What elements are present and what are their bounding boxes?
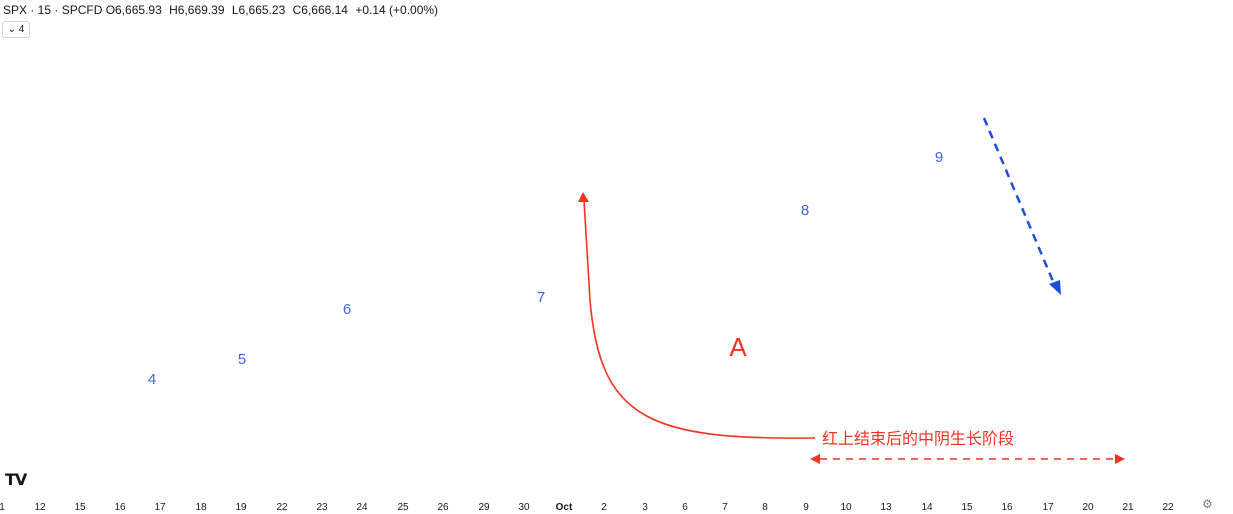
x-tick-label: 13 [880, 502, 892, 513]
x-tick-label: 24 [356, 502, 368, 513]
x-tick-label: 6 [682, 502, 688, 513]
x-tick-label: 9 [803, 502, 809, 513]
indicators-count: 4 [18, 24, 25, 35]
arrow-down-icon [1049, 280, 1061, 295]
x-tick-label: 17 [1042, 502, 1054, 513]
settings-gear-icon[interactable]: ⚙ [1202, 497, 1213, 511]
x-tick-label: 25 [397, 502, 409, 513]
x-tick-label: 26 [437, 502, 449, 513]
x-tick-label: 20 [1082, 502, 1094, 513]
ohlc-high-value: 6,669.39 [177, 3, 225, 17]
zone-label: A [729, 332, 747, 362]
x-tick-label: 29 [478, 502, 490, 513]
ohlc-open-label: O [105, 3, 116, 17]
x-tick-label: 15 [74, 502, 86, 513]
arrow-left-icon [810, 454, 820, 464]
x-tick-label: 19 [235, 502, 247, 513]
wave-label: 4 [148, 371, 156, 388]
arrow-up-icon [578, 192, 589, 202]
x-tick-label: 30 [518, 502, 530, 513]
symbol-header: SPX · 15 · SPCFD O6,665.93 H6,669.39 L6,… [3, 3, 438, 17]
x-tick-label: 1 [0, 502, 5, 513]
x-tick-label: 21 [1122, 502, 1134, 513]
ohlc-close-value: 6,666.14 [301, 3, 348, 17]
x-tick-label: 16 [114, 502, 126, 513]
x-tick-label: 22 [1162, 502, 1174, 513]
ohlc-open-value: 6,665.93 [115, 3, 162, 17]
x-tick-label: 16 [1001, 502, 1013, 513]
annotation-text: 红上结束后的中阴生长阶段 [822, 429, 1014, 448]
wave-label: 6 [343, 301, 351, 318]
x-tick-label: 7 [722, 502, 728, 513]
ohlc-low-label: L [231, 3, 239, 17]
tradingview-logo[interactable]: TV [5, 470, 27, 489]
annotation-arrow-curve [583, 199, 816, 439]
x-tick-label: 15 [961, 502, 973, 513]
ohlc-change: +0.14 (+0.00%) [355, 3, 439, 17]
ohlc-close-label: C [292, 3, 302, 17]
x-tick-label: Oct [556, 502, 573, 513]
x-tick-label: 3 [642, 502, 648, 513]
x-tick-label: 22 [276, 502, 288, 513]
x-tick-label: 17 [154, 502, 166, 513]
chevron-down-icon: ⌄ [7, 24, 17, 35]
x-tick-label: 12 [34, 502, 46, 513]
ohlc-high-label: H [169, 3, 178, 17]
wave-label: 5 [238, 351, 246, 368]
symbol-name[interactable]: SPX · 15 · SPCFD [3, 3, 103, 17]
wave-label: 7 [537, 289, 545, 306]
x-tick-label: 2 [601, 502, 607, 513]
x-tick-label: 18 [195, 502, 207, 513]
x-tick-label: 23 [316, 502, 328, 513]
projection-arrow-line [982, 117, 1057, 287]
wave-label: 8 [801, 202, 809, 219]
x-tick-label: 14 [921, 502, 933, 513]
indicators-toggle-button[interactable]: ⌄ 4 [2, 21, 30, 38]
ohlc-low-value: 6,665.23 [238, 3, 286, 17]
wave-label: 9 [935, 149, 943, 166]
arrow-right-icon [1115, 454, 1125, 464]
x-tick-label: 10 [840, 502, 852, 513]
x-tick-label: 8 [762, 502, 768, 513]
